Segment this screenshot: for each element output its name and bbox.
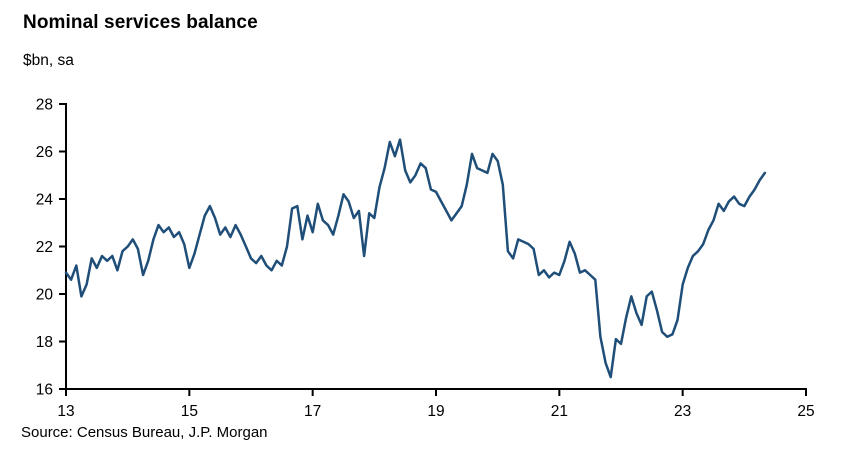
source-note: Source: Census Bureau, J.P. Morgan xyxy=(21,424,268,441)
x-tick-label: 23 xyxy=(674,403,691,420)
y-tick-label: 16 xyxy=(36,382,53,399)
series-line xyxy=(64,138,767,379)
x-tick-label: 25 xyxy=(797,403,814,420)
y-tick-label: 28 xyxy=(36,97,53,114)
y-tick-label: 26 xyxy=(36,144,53,161)
axis-unit-label: $bn, sa xyxy=(23,52,74,69)
x-tick-label: 15 xyxy=(181,403,198,420)
x-tick-label: 13 xyxy=(57,403,74,420)
x-tick-label: 17 xyxy=(304,403,321,420)
y-tick-label: 22 xyxy=(36,239,53,256)
y-tick-label: 18 xyxy=(36,334,53,351)
y-tick-label: 24 xyxy=(36,192,54,209)
chart-title: Nominal services balance xyxy=(23,12,258,33)
x-tick-label: 19 xyxy=(427,403,444,420)
x-tick-label: 21 xyxy=(551,403,568,420)
y-tick-label: 20 xyxy=(36,287,54,304)
